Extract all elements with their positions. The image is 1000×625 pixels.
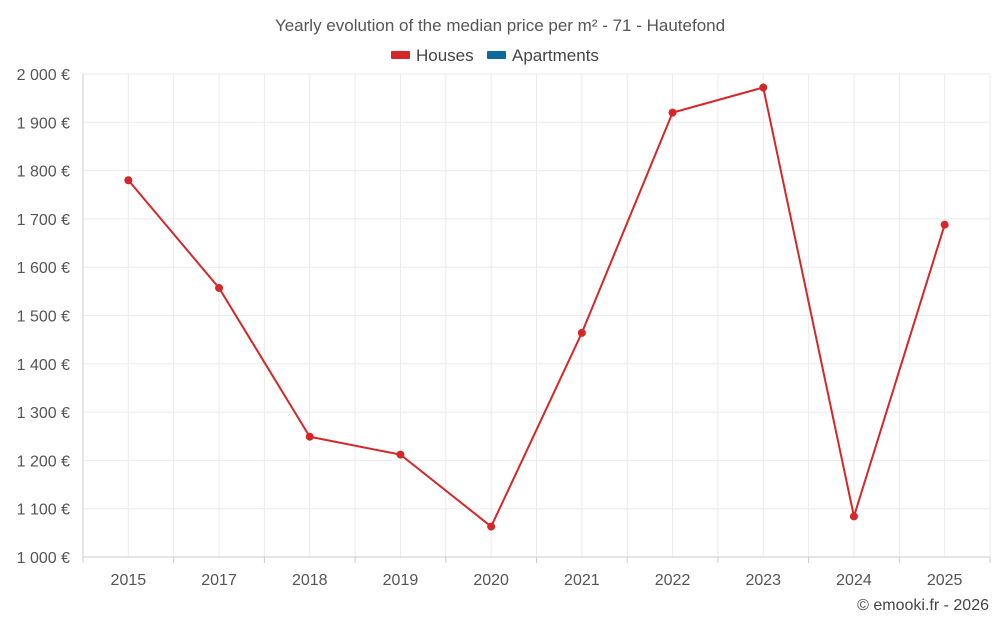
legend-swatch-houses — [391, 51, 410, 59]
data-point-houses-2022[interactable] — [668, 108, 677, 117]
y-tick-label: 1 500 € — [17, 309, 70, 326]
data-point-houses-2025[interactable] — [940, 220, 949, 229]
x-tick-label: 2020 — [473, 572, 509, 589]
data-point-houses-2021[interactable] — [577, 328, 586, 337]
legend-item-apartments[interactable]: Apartments — [487, 46, 599, 65]
x-axis-tick-labels: 2015 2017 2018 2019 2020 2021 2022 2023 2024 2025 — [111, 572, 963, 589]
x-tick-label: 2018 — [292, 572, 328, 589]
data-point-houses-2017[interactable] — [215, 283, 224, 292]
legend: Houses Apartments — [391, 46, 599, 65]
axes — [82, 74, 991, 563]
legend-label-apartments: Apartments — [512, 46, 599, 65]
x-tick-label: 2021 — [564, 572, 600, 589]
copyright-footer: © emooki.fr - 2026 — [857, 597, 989, 614]
series-line-houses — [127, 86, 946, 528]
data-point-houses-2023[interactable] — [759, 83, 768, 92]
x-tick-label: 2023 — [745, 572, 781, 589]
y-tick-label: 1 200 € — [17, 453, 70, 470]
y-axis-tick-labels: 1 000 € 1 100 € 1 200 € 1 300 € 1 400 € 1 500… — [17, 67, 70, 567]
y-tick-label: 2 000 € — [17, 67, 70, 84]
data-point-houses-2024[interactable] — [849, 512, 858, 521]
legend-item-houses[interactable]: Houses — [391, 46, 474, 65]
series-houses — [124, 83, 949, 531]
data-point-houses-2018[interactable] — [305, 432, 314, 441]
y-tick-label: 1 100 € — [17, 502, 70, 519]
x-tick-label: 2025 — [927, 572, 963, 589]
x-tick-label: 2015 — [111, 572, 147, 589]
y-tick-label: 1 700 € — [17, 212, 70, 229]
data-point-houses-2020[interactable] — [487, 522, 496, 531]
x-tick-label: 2022 — [655, 572, 691, 589]
y-tick-label: 1 800 € — [17, 164, 70, 181]
y-tick-label: 1 400 € — [17, 357, 70, 374]
legend-swatch-apartments — [487, 51, 506, 59]
y-tick-label: 1 600 € — [17, 260, 70, 277]
data-point-houses-2019[interactable] — [396, 450, 405, 459]
y-tick-label: 1 000 € — [17, 550, 70, 567]
x-tick-label: 2017 — [201, 572, 237, 589]
legend-label-houses: Houses — [416, 46, 474, 65]
data-point-houses-2015[interactable] — [124, 176, 133, 185]
x-tick-label: 2019 — [383, 572, 419, 589]
y-tick-label: 1 900 € — [17, 115, 70, 132]
gridlines — [82, 73, 991, 558]
y-tick-label: 1 300 € — [17, 405, 70, 422]
x-tick-label: 2024 — [836, 572, 872, 589]
chart-title: Yearly evolution of the median price per… — [275, 16, 725, 35]
